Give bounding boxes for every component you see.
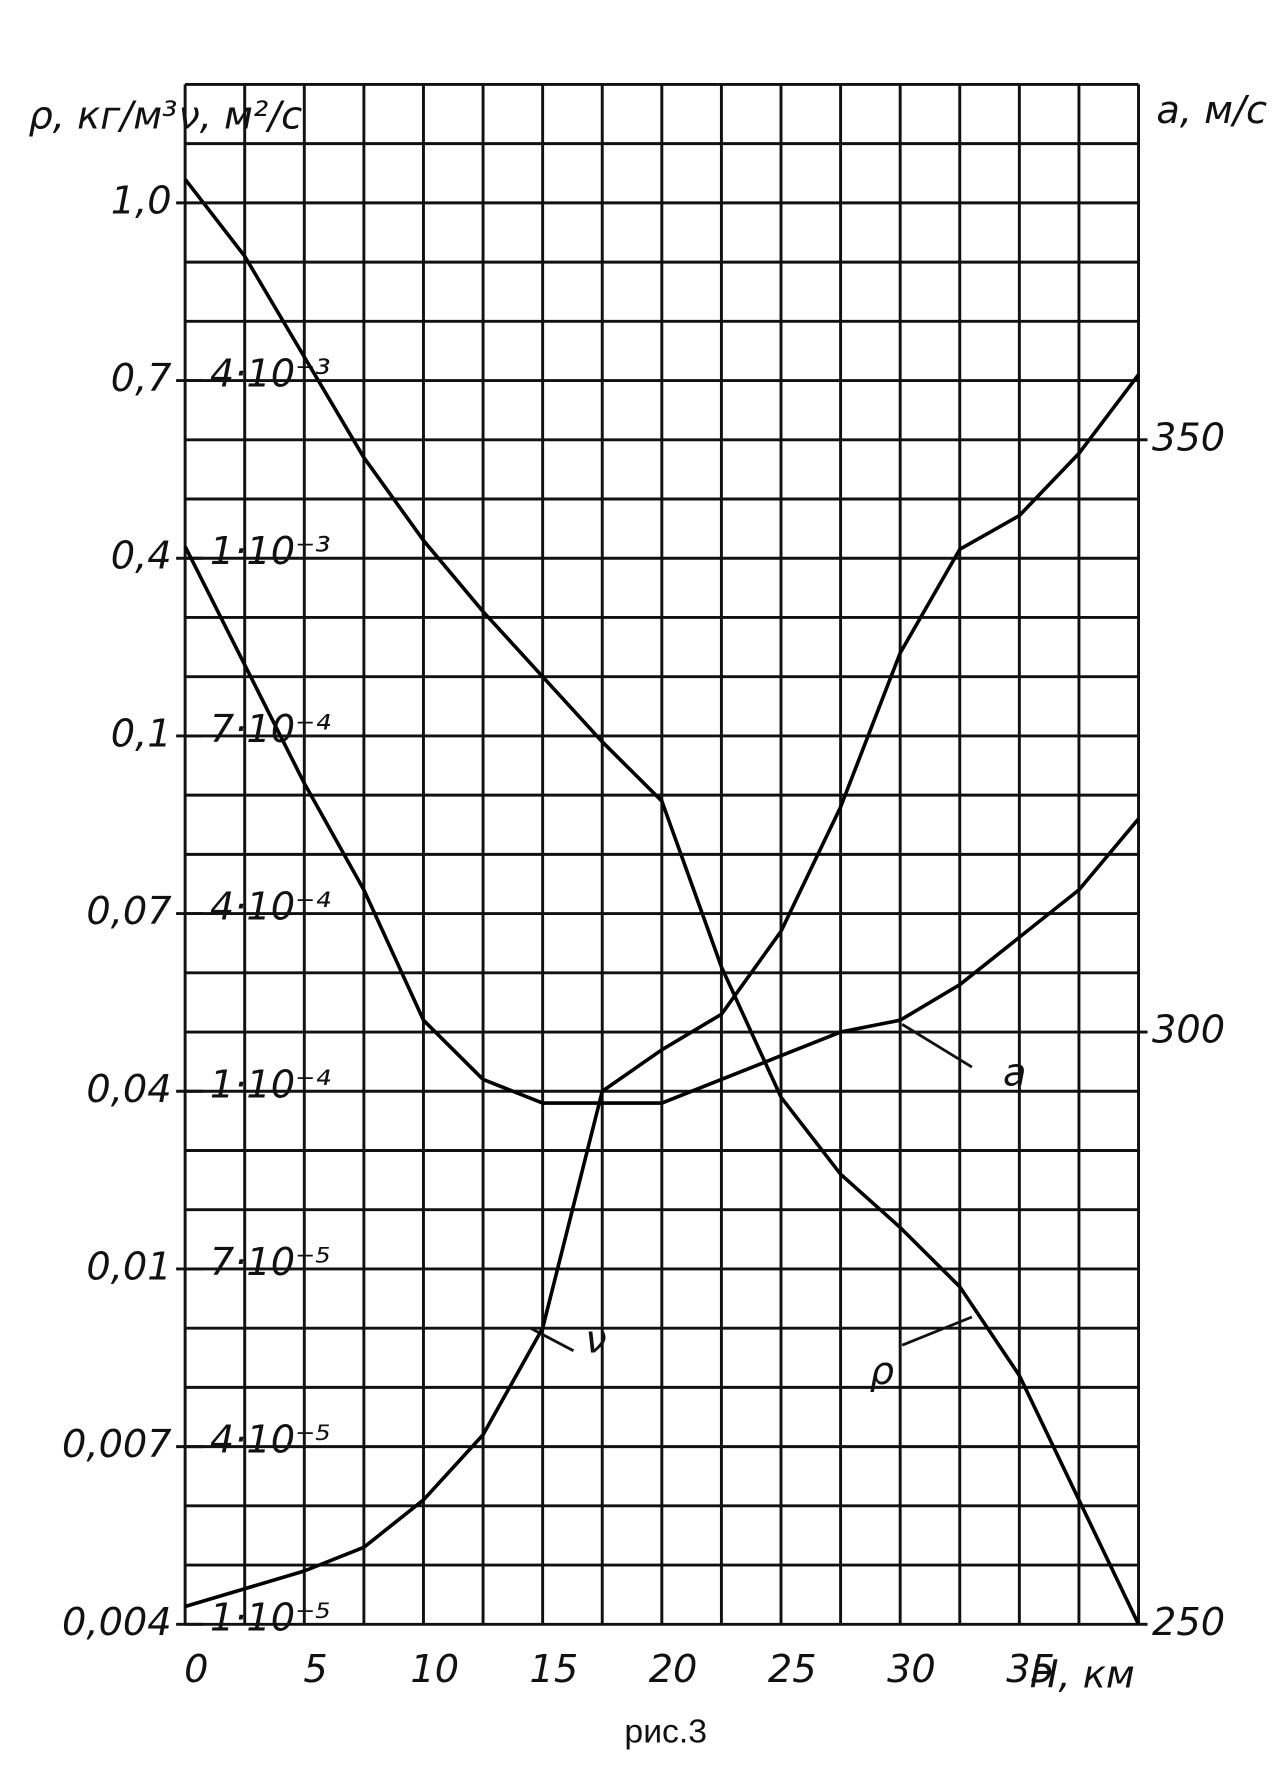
y-tick-label: 0,04 [86, 1067, 171, 1112]
chart-title: рис.3 [624, 1712, 707, 1750]
x-tick-label: 0 [184, 1647, 208, 1692]
x-tick-label: 5 [303, 1647, 327, 1692]
y3-tick-label: 1·10⁻³ [210, 529, 331, 574]
annotation-leader [530, 1327, 575, 1353]
x-tick-label: 35 [1006, 1647, 1055, 1692]
y3-tick-label: 4·10⁻⁵ [210, 1418, 331, 1463]
x-tick-label: 15 [530, 1647, 579, 1692]
series-line [184, 373, 1140, 1609]
series-line [183, 178, 1141, 1626]
annotation: a [1003, 1050, 1026, 1095]
y-tick-label: 0,07 [86, 889, 171, 934]
y2-axis-label: a, м/с [1156, 88, 1267, 133]
y2-tick-label: 300 [1152, 1008, 1225, 1053]
x-tick-label: 25 [768, 1647, 817, 1692]
y3-axis-label: ν, м²/с [178, 94, 302, 139]
y-axis-label: ρ, кг/м³ [28, 94, 177, 139]
y-tick-label: 0,1 [111, 711, 172, 756]
x-tick-label: 30 [887, 1647, 936, 1692]
y-tick-label: 0,7 [111, 356, 172, 401]
y2-tick-label: 350 [1152, 415, 1225, 460]
y2-tick-label: 250 [1152, 1600, 1225, 1645]
x-axis-label: H, км [1030, 1653, 1135, 1698]
y3-tick-label: 7·10⁻⁵ [210, 1240, 331, 1285]
y3-tick-label: 4·10⁻³ [210, 352, 331, 397]
y-tick-label: 0,007 [62, 1422, 172, 1467]
x-tick-label: 10 [410, 1647, 459, 1692]
y3-tick-label: 1·10⁻⁵ [210, 1595, 331, 1640]
y-tick-label: 0,4 [111, 534, 172, 579]
y3-tick-label: 4·10⁻⁴ [210, 885, 331, 930]
x-tick-label: 20 [649, 1647, 698, 1692]
y-tick-label: 0,01 [86, 1244, 171, 1289]
y-tick-label: 1,0 [111, 178, 172, 223]
y-tick-label: 0,004 [62, 1600, 172, 1645]
series-line [183, 545, 1140, 1105]
y3-tick-label: 1·10⁻⁴ [210, 1062, 331, 1107]
